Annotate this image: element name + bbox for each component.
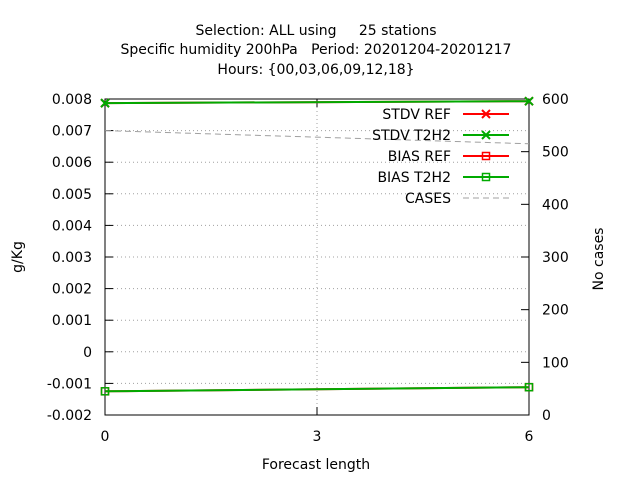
y-tick-label: 0.003 <box>52 250 92 266</box>
title-line-1: Selection: ALL using 25 stations <box>195 23 436 39</box>
legend-item: STDV REF <box>382 107 509 123</box>
y2-tick-label: 300 <box>542 250 569 266</box>
grid <box>105 99 529 415</box>
series-line <box>104 386 530 393</box>
legend-label: STDV T2H2 <box>372 128 451 144</box>
y2-tick-label: 200 <box>542 303 569 319</box>
legend-label: BIAS T2H2 <box>377 170 451 186</box>
series-group <box>100 96 534 396</box>
title-line-3: Hours: {00,03,06,09,12,18} <box>217 62 414 78</box>
legend-item: STDV T2H2 <box>372 128 509 144</box>
y2-tick-label: 100 <box>542 355 569 371</box>
axis-ticks: -0.002 -0.001 0 0.001 0.002 0.003 0.004 0.005 0.… <box>47 92 569 445</box>
data-point <box>100 98 110 108</box>
series-cases <box>104 130 530 145</box>
y-axis-label: g/Kg <box>10 241 26 273</box>
chart-title: Selection: ALL using 25 stations Specifi… <box>121 23 512 78</box>
y2-tick-label: 600 <box>542 92 569 108</box>
y2-axis-label: No cases <box>591 228 607 291</box>
legend-item: BIAS T2H2 <box>377 170 509 186</box>
y-tick-label: 0.005 <box>52 187 92 203</box>
y-tick-label: 0.001 <box>52 313 92 329</box>
legend-label: BIAS REF <box>388 149 451 165</box>
data-point <box>100 387 110 396</box>
series-stdv-t2h2 <box>100 96 534 108</box>
x-tick-label: 6 <box>525 429 534 445</box>
title-line-2: Specific humidity 200hPa Period: 2020120… <box>121 42 512 58</box>
legend-label: CASES <box>405 191 451 207</box>
y2-tick-label: 500 <box>542 145 569 161</box>
legend-marker <box>481 151 491 161</box>
y-tick-label: 0.007 <box>52 124 92 140</box>
data-point <box>524 382 534 392</box>
y-tick-label: 0.008 <box>52 92 92 108</box>
legend-marker <box>481 172 491 182</box>
y-tick-label: -0.002 <box>47 408 92 424</box>
x-tick-label: 3 <box>313 429 322 445</box>
legend-marker <box>481 130 491 140</box>
series-line <box>104 100 530 105</box>
series-line <box>104 130 530 145</box>
x-axis-label: Forecast length <box>262 457 370 473</box>
y-tick-label: 0.002 <box>52 282 92 298</box>
y2-tick-label: 0 <box>542 408 551 424</box>
y-tick-label: 0.006 <box>52 155 92 171</box>
y2-tick-label: 400 <box>542 197 569 213</box>
data-point <box>524 96 534 106</box>
legend-item: BIAS REF <box>388 149 509 165</box>
y-tick-label: -0.001 <box>47 376 92 392</box>
y-tick-label: 0.004 <box>52 218 92 234</box>
legend: STDV REF STDV T2H2 BIAS REF BIAS T2H2 CASES <box>372 107 509 207</box>
series-bias-t2h2 <box>100 382 534 396</box>
legend-item: CASES <box>405 191 509 207</box>
x-tick-label: 0 <box>101 429 110 445</box>
legend-marker <box>481 109 491 119</box>
y-tick-label: 0 <box>83 345 92 361</box>
legend-label: STDV REF <box>382 107 451 123</box>
